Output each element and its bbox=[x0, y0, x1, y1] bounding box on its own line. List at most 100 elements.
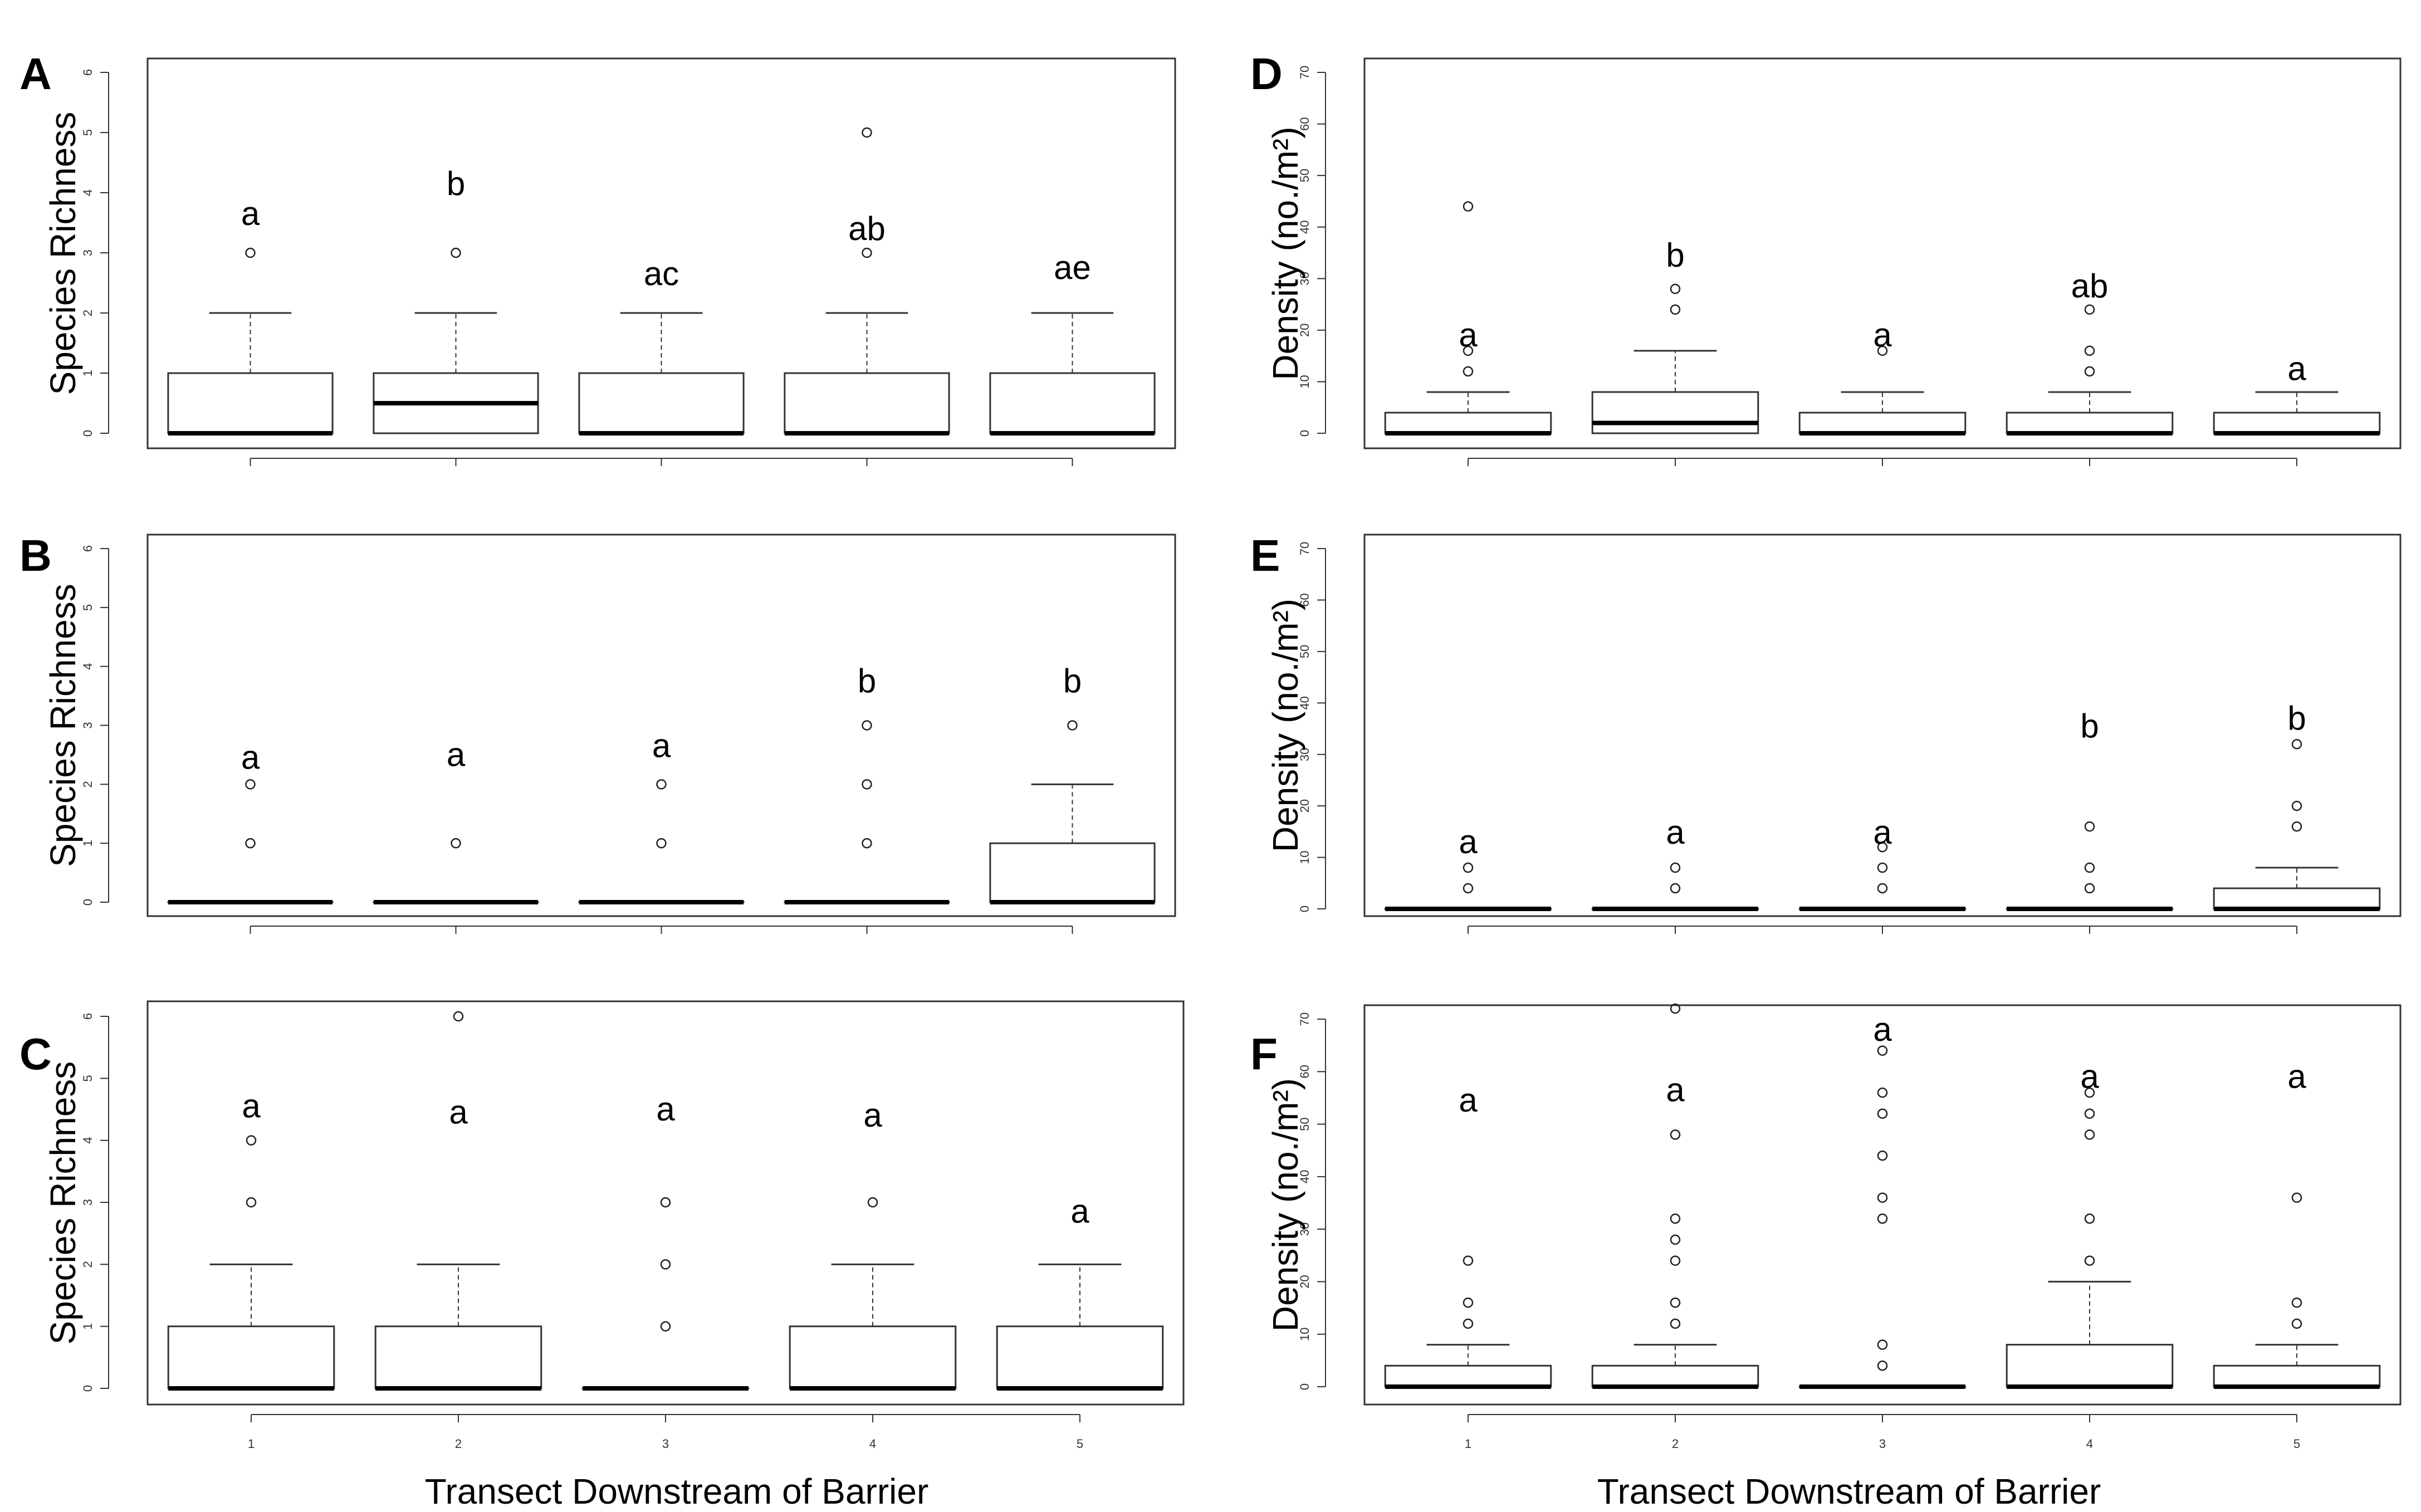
x-tick-label: 5 bbox=[1077, 1437, 1083, 1451]
y-tick-label: 4 bbox=[81, 1137, 95, 1144]
significance-letter: a bbox=[1459, 823, 1478, 860]
significance-letter: a bbox=[863, 1097, 882, 1134]
box-4: ab bbox=[2006, 267, 2174, 436]
x-tick-label: 4 bbox=[869, 1437, 876, 1451]
y-tick-label: 3 bbox=[81, 722, 95, 728]
box-rect bbox=[996, 1325, 1164, 1389]
outlier-point bbox=[1463, 1255, 1474, 1266]
significance-letter: a bbox=[1070, 1193, 1089, 1230]
significance-letter: a bbox=[1666, 814, 1685, 851]
outlier-point bbox=[660, 1197, 671, 1208]
y-tick-label: 70 bbox=[1298, 1012, 1312, 1026]
box-rect bbox=[2213, 887, 2381, 910]
panel-letter: E bbox=[1250, 531, 1280, 580]
box-2: a bbox=[374, 1011, 542, 1391]
y-tick-label: 0 bbox=[81, 899, 95, 906]
y-tick-label: 70 bbox=[1298, 542, 1312, 555]
significance-letter: a bbox=[241, 739, 260, 776]
panel-letter: C bbox=[19, 1029, 52, 1079]
x-axis-label-right: Transect Downstream of Barrier bbox=[1597, 1471, 2101, 1511]
x-axis-label-left: Transect Downstream of Barrier bbox=[425, 1471, 929, 1511]
outlier-point bbox=[2084, 1255, 2095, 1266]
box-3: a bbox=[578, 727, 745, 904]
outlier-point bbox=[1670, 1318, 1681, 1329]
significance-letter: a bbox=[2080, 1058, 2099, 1095]
outlier-point bbox=[1877, 1339, 1888, 1350]
outlier-point bbox=[2084, 883, 2095, 894]
outlier-point bbox=[1670, 1297, 1681, 1308]
outlier-point bbox=[1877, 1045, 1888, 1056]
y-tick-label: 40 bbox=[1298, 696, 1312, 709]
outlier-point bbox=[1877, 841, 1888, 853]
box-1: a bbox=[1384, 1082, 1552, 1389]
y-tick-label: 5 bbox=[81, 129, 95, 136]
box-rect bbox=[2006, 1344, 2174, 1388]
box-rect bbox=[784, 372, 950, 434]
outlier-point bbox=[1670, 1213, 1681, 1224]
box-4: b bbox=[784, 662, 950, 904]
box-3: a bbox=[581, 1090, 750, 1391]
y-tick-label: 4 bbox=[81, 663, 95, 670]
plot-frame bbox=[146, 57, 1176, 449]
outlier-point bbox=[862, 247, 872, 258]
plot-frame bbox=[1363, 1004, 2402, 1406]
box-4: a bbox=[2006, 1058, 2174, 1389]
outlier-point bbox=[1670, 1003, 1681, 1014]
box-rect bbox=[1384, 1364, 1552, 1388]
box-3: a bbox=[1798, 1011, 1967, 1389]
box-5: a bbox=[2213, 1058, 2381, 1389]
box-3: ac bbox=[578, 255, 745, 436]
y-tick-label: 30 bbox=[1298, 272, 1312, 285]
outlier-point bbox=[2084, 1087, 2095, 1098]
y-tick-label: 6 bbox=[81, 545, 95, 552]
box-rect bbox=[789, 1325, 957, 1389]
plot-frame bbox=[146, 534, 1176, 917]
y-tick-label: 60 bbox=[1298, 117, 1312, 130]
box-2: a bbox=[1591, 814, 1759, 911]
x-tick-label: 2 bbox=[1672, 1437, 1679, 1451]
panel-f: F 0 10 20 30 40 50 60 70 Density (no./m²) 1 2 3 4 5 a a a… bbox=[1250, 1003, 2402, 1451]
significance-letter: a bbox=[1459, 1082, 1478, 1119]
y-tick-label: 60 bbox=[1298, 593, 1312, 606]
outlier-point bbox=[862, 779, 872, 790]
outlier-point bbox=[1670, 1234, 1681, 1245]
y-tick-label: 0 bbox=[81, 1385, 95, 1392]
y-tick-label: 10 bbox=[1298, 1327, 1312, 1340]
x-tick-label: 2 bbox=[455, 1437, 462, 1451]
box-5: ae bbox=[989, 249, 1156, 436]
box-5: a bbox=[2213, 350, 2381, 436]
significance-letter: ab bbox=[2071, 267, 2109, 305]
box-1: a bbox=[1384, 201, 1552, 436]
x-tick-label: 3 bbox=[662, 1437, 669, 1451]
outlier-point bbox=[1877, 1150, 1888, 1161]
box-2: b bbox=[373, 165, 539, 434]
outlier-point bbox=[2291, 1192, 2302, 1203]
outlier-point bbox=[1463, 1318, 1474, 1329]
panel-e: E 0 10 20 30 40 50 60 70 Density (no./m²) a a a b b bbox=[1250, 531, 2402, 934]
outlier-point bbox=[2291, 821, 2302, 832]
y-tick-label: 0 bbox=[1298, 1383, 1312, 1390]
significance-letter: a bbox=[447, 736, 466, 773]
outlier-point bbox=[1877, 1108, 1888, 1119]
significance-letter: a bbox=[2287, 1058, 2306, 1095]
outlier-point bbox=[2084, 1213, 2095, 1224]
outlier-point bbox=[862, 127, 872, 138]
y-tick-label: 0 bbox=[1298, 430, 1312, 437]
y-tick-label: 1 bbox=[81, 1323, 95, 1330]
outlier-point bbox=[1877, 1361, 1888, 1371]
outlier-point bbox=[246, 1197, 257, 1208]
x-tick-label: 4 bbox=[2086, 1437, 2093, 1451]
y-axis-label: Species Richness bbox=[43, 112, 83, 395]
box-4: a bbox=[789, 1097, 957, 1391]
box-5: b bbox=[2213, 699, 2381, 911]
significance-letter: a bbox=[1873, 1011, 1892, 1048]
panel-letter: D bbox=[1250, 49, 1283, 99]
outlier-point bbox=[1877, 1213, 1888, 1224]
y-axis-label: Density (no./m²) bbox=[1265, 599, 1305, 852]
box-rect bbox=[2213, 1364, 2381, 1388]
outlier-point bbox=[1877, 1192, 1888, 1203]
